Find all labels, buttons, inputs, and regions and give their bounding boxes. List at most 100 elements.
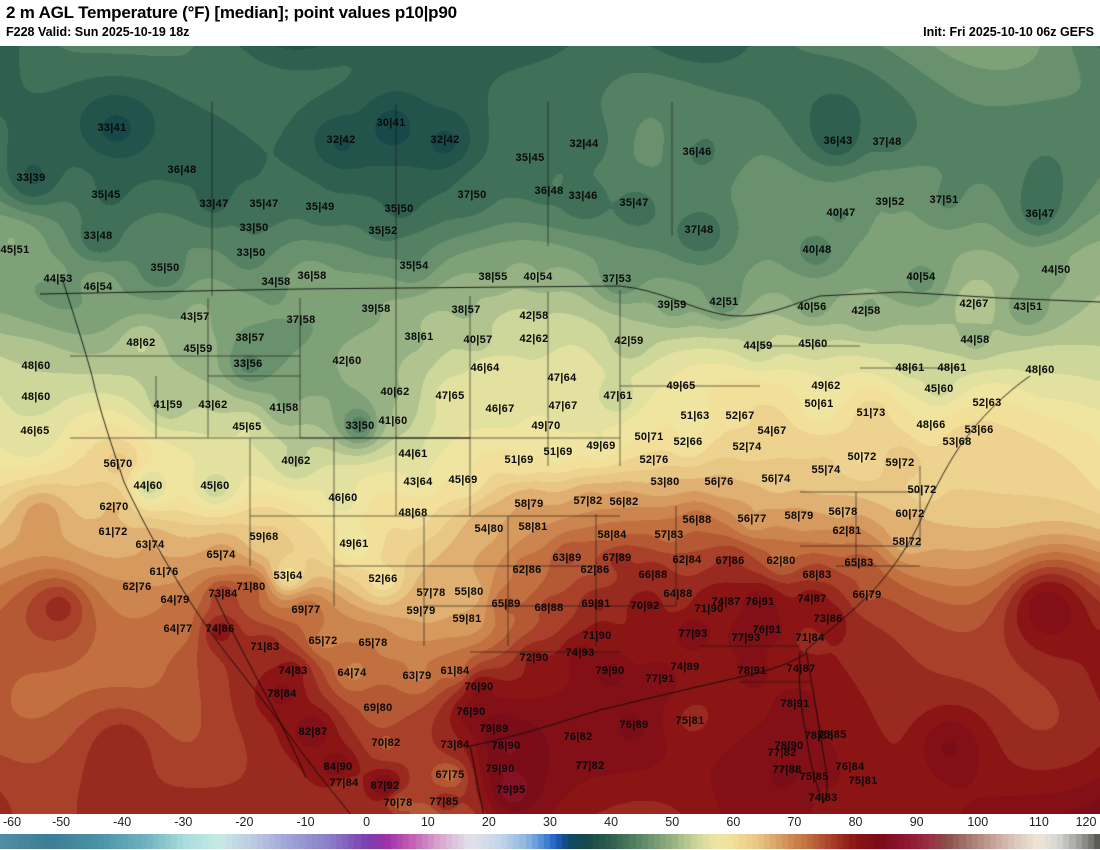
point-value: 70|92 [630,600,660,612]
colorbar-tick: -50 [52,815,71,829]
point-value: 58|72 [892,536,922,548]
point-value: 37|53 [602,273,632,285]
point-value: 66|88 [638,569,668,581]
point-value: 32|42 [326,134,356,146]
point-value: 50|72 [847,451,877,463]
point-value: 36|46 [682,146,712,158]
point-value: 76|90 [464,681,494,693]
point-value: 67|86 [715,555,745,567]
point-value: 48|60 [21,360,51,372]
point-value: 35|52 [368,225,398,237]
point-value: 43|62 [198,399,228,411]
point-value: 80|84 [372,813,401,814]
point-value: 79|89 [479,723,509,735]
point-value: 47|61 [603,390,633,402]
point-value: 76|82 [563,731,593,743]
point-value: 47|67 [548,400,578,412]
point-values-layer: 33|41 33|39 36|48 35|45 33|47 35|47 35|49 33|50… [0,46,1100,814]
colorbar-tick: 40 [604,815,619,829]
point-value: 43|64 [403,476,433,488]
point-value: 42|60 [332,355,362,367]
point-value: 50|61 [804,398,834,410]
point-value: 48|62 [126,337,156,349]
point-value: 49|69 [586,440,616,452]
point-value: 73|86 [813,613,843,625]
point-value: 57|82 [573,495,603,507]
point-value: 77|93 [678,628,708,640]
point-value: 38|55 [478,271,508,283]
point-value: 49|65 [666,380,696,392]
point-value: 71|80 [236,581,266,593]
point-value: 35|47 [249,198,279,210]
point-value: 33|50 [239,222,269,234]
point-value: 35|45 [91,189,121,201]
point-value: 79|90 [485,763,515,775]
point-value: 52|67 [725,410,755,422]
point-value: 56|78 [828,506,858,518]
point-value: 70|82 [371,737,401,749]
point-value: 74|93 [565,647,595,659]
point-value: 74|87 [797,593,827,605]
point-value: 33|56 [233,358,263,370]
point-value: 77|88 [772,764,802,776]
point-value: 58|79 [784,510,814,522]
colorbar-tick: 0 [363,815,371,829]
point-value: 45|59 [183,343,213,355]
colorbar-tick: -30 [174,815,193,829]
point-value: 37|51 [929,194,959,206]
point-value: 40|54 [906,271,936,283]
point-value: 56|77 [737,513,767,525]
point-value: 50|72 [907,484,937,496]
point-value: 87|92 [370,780,400,792]
point-value: 40|48 [802,244,832,256]
point-value: 56|88 [682,514,712,526]
point-value: 36|43 [823,135,853,147]
point-value: 71|90 [694,603,724,615]
point-value: 78|84 [267,688,297,700]
point-value: 58|81 [518,521,548,533]
point-value: 46|67 [485,403,515,415]
temperature-map[interactable]: 33|41 33|39 36|48 35|45 33|47 35|47 35|49 33|50… [0,46,1100,814]
point-value: 65|78 [358,637,388,649]
point-value: 65|89 [491,598,521,610]
point-value: 68|83 [802,569,832,581]
point-value: 72|90 [519,652,549,664]
point-value: 45|65 [232,421,262,433]
point-value: 46|64 [470,362,500,374]
point-value: 62|70 [99,501,129,513]
point-value: 32|42 [430,134,460,146]
point-value: 44|53 [43,273,73,285]
point-value: 40|47 [826,207,856,219]
point-value: 40|62 [281,455,311,467]
point-value: 78|91 [737,665,767,677]
point-value: 69|77 [291,604,321,616]
colorbar-tick: 120 [1075,815,1097,829]
point-value: 52|66 [673,436,703,448]
point-value: 40|57 [463,334,493,346]
colorbar[interactable]: -60 -50 -40 -30 -20 -10 0 10 20 30 40 50 60 70 80 90 100… [0,814,1100,850]
point-value: 49|70 [531,420,561,432]
temperature-shading-canvas [0,46,1100,814]
point-value: 76|90 [456,706,486,718]
point-value: 59|79 [406,605,436,617]
point-value: 33|47 [199,198,229,210]
point-value: 82|87 [298,726,328,738]
point-value: 41|59 [153,399,183,411]
point-value: 70|78 [383,797,413,809]
point-value: 61|84 [440,665,470,677]
point-value: 42|51 [709,296,739,308]
point-value: 37|50 [457,189,487,201]
point-value: 53|66 [964,424,994,436]
point-value: 56|74 [761,473,791,485]
point-value: 71|90 [582,630,612,642]
init-time-label: Init: Fri 2025-10-10 06z GEFS [923,25,1094,39]
point-value: 76|89 [619,719,649,731]
point-value: 47|64 [547,372,577,384]
point-value: 56|70 [103,458,133,470]
point-value: 56|76 [704,476,734,488]
point-value: 76|84 [835,761,865,773]
point-value: 64|79 [160,594,190,606]
colorbar-tick: 30 [543,815,557,829]
point-value: 53|80 [650,476,680,488]
colorbar-tick: -60 [2,815,22,829]
